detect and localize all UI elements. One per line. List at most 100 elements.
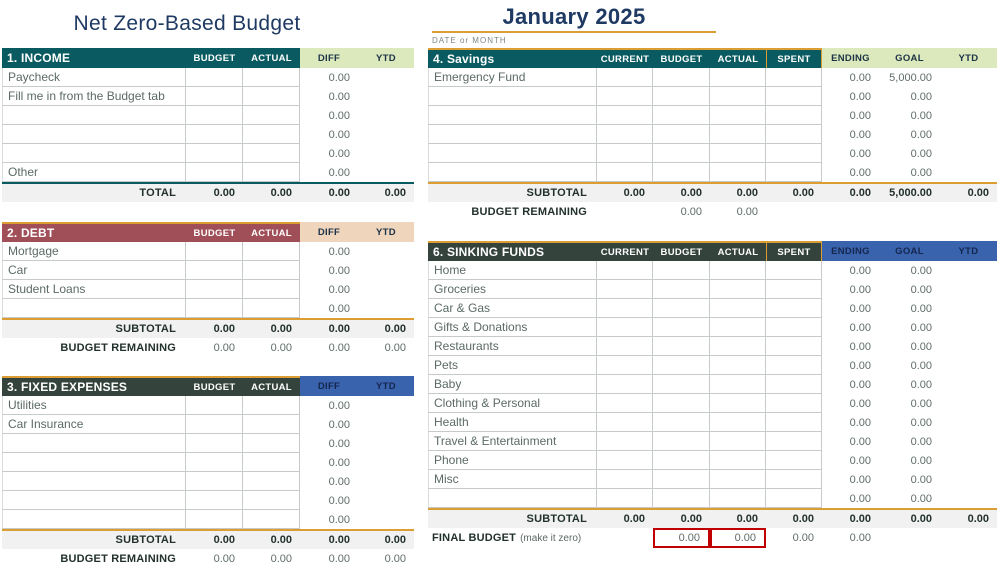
spent-cell[interactable]	[766, 337, 822, 356]
row-label-cell[interactable]	[2, 453, 186, 472]
row-label-cell[interactable]	[428, 106, 597, 125]
row-label-cell[interactable]: Mortgage	[2, 242, 186, 261]
budget-cell[interactable]	[186, 510, 243, 529]
final-budget-value[interactable]: 0.00	[653, 528, 710, 548]
current-cell[interactable]	[597, 413, 653, 432]
budget-cell[interactable]	[653, 280, 710, 299]
row-label-cell[interactable]: Car	[2, 261, 186, 280]
budget-cell[interactable]	[653, 144, 710, 163]
budget-cell[interactable]	[653, 318, 710, 337]
row-label-cell[interactable]: Restaurants	[428, 337, 597, 356]
actual-cell[interactable]	[710, 68, 766, 87]
spent-cell[interactable]	[766, 394, 822, 413]
row-label-cell[interactable]: Clothing & Personal	[428, 394, 597, 413]
spent-cell[interactable]	[766, 432, 822, 451]
budget-cell[interactable]	[186, 453, 243, 472]
budget-cell[interactable]	[186, 125, 243, 144]
actual-cell[interactable]	[710, 356, 766, 375]
actual-cell[interactable]	[710, 318, 766, 337]
actual-cell[interactable]	[243, 472, 300, 491]
current-cell[interactable]	[597, 337, 653, 356]
budget-cell[interactable]	[653, 413, 710, 432]
budget-cell[interactable]	[653, 125, 710, 144]
spent-cell[interactable]	[766, 375, 822, 394]
budget-cell[interactable]	[653, 106, 710, 125]
current-cell[interactable]	[597, 280, 653, 299]
row-label-cell[interactable]	[428, 163, 597, 182]
budget-cell[interactable]	[653, 261, 710, 280]
actual-cell[interactable]	[710, 394, 766, 413]
budget-cell[interactable]	[653, 451, 710, 470]
actual-cell[interactable]	[710, 337, 766, 356]
row-label-cell[interactable]	[2, 434, 186, 453]
actual-cell[interactable]	[710, 451, 766, 470]
actual-cell[interactable]	[243, 125, 300, 144]
spent-cell[interactable]	[766, 87, 822, 106]
actual-cell[interactable]	[243, 415, 300, 434]
budget-cell[interactable]	[653, 356, 710, 375]
row-label-cell[interactable]	[2, 125, 186, 144]
actual-cell[interactable]	[710, 87, 766, 106]
row-label-cell[interactable]	[2, 144, 186, 163]
budget-cell[interactable]	[186, 261, 243, 280]
actual-cell[interactable]	[243, 163, 300, 182]
budget-cell[interactable]	[653, 68, 710, 87]
row-label-cell[interactable]	[428, 125, 597, 144]
row-label-cell[interactable]: Paycheck	[2, 68, 186, 87]
budget-cell[interactable]	[186, 280, 243, 299]
budget-cell[interactable]	[653, 87, 710, 106]
spent-cell[interactable]	[766, 356, 822, 375]
row-label-cell[interactable]: Baby	[428, 375, 597, 394]
row-label-cell[interactable]: Car & Gas	[428, 299, 597, 318]
actual-cell[interactable]	[243, 299, 300, 318]
spent-cell[interactable]	[766, 125, 822, 144]
actual-cell[interactable]	[243, 280, 300, 299]
actual-cell[interactable]	[710, 261, 766, 280]
current-cell[interactable]	[597, 68, 653, 87]
current-cell[interactable]	[597, 261, 653, 280]
actual-cell[interactable]	[243, 434, 300, 453]
actual-cell[interactable]	[710, 432, 766, 451]
actual-cell[interactable]	[710, 413, 766, 432]
current-cell[interactable]	[597, 106, 653, 125]
budget-cell[interactable]	[186, 434, 243, 453]
current-cell[interactable]	[597, 144, 653, 163]
spent-cell[interactable]	[766, 106, 822, 125]
budget-cell[interactable]	[186, 68, 243, 87]
current-cell[interactable]	[597, 489, 653, 508]
row-label-cell[interactable]: Pets	[428, 356, 597, 375]
actual-cell[interactable]	[243, 106, 300, 125]
row-label-cell[interactable]	[2, 106, 186, 125]
row-label-cell[interactable]: Car Insurance	[2, 415, 186, 434]
budget-cell[interactable]	[186, 396, 243, 415]
budget-cell[interactable]	[186, 491, 243, 510]
spent-cell[interactable]	[766, 261, 822, 280]
current-cell[interactable]	[597, 356, 653, 375]
actual-cell[interactable]	[243, 87, 300, 106]
row-label-cell[interactable]	[2, 299, 186, 318]
actual-cell[interactable]	[710, 125, 766, 144]
spent-cell[interactable]	[766, 451, 822, 470]
row-label-cell[interactable]	[2, 491, 186, 510]
row-label-cell[interactable]: Health	[428, 413, 597, 432]
actual-cell[interactable]	[710, 163, 766, 182]
row-label-cell[interactable]	[428, 144, 597, 163]
row-label-cell[interactable]: Fill me in from the Budget tab	[2, 87, 186, 106]
actual-cell[interactable]	[243, 144, 300, 163]
actual-cell[interactable]	[243, 396, 300, 415]
budget-cell[interactable]	[653, 470, 710, 489]
row-label-cell[interactable]: Emergency Fund	[428, 68, 597, 87]
budget-cell[interactable]	[653, 394, 710, 413]
row-label-cell[interactable]	[2, 510, 186, 529]
budget-cell[interactable]	[186, 472, 243, 491]
current-cell[interactable]	[597, 451, 653, 470]
current-cell[interactable]	[597, 163, 653, 182]
row-label-cell[interactable]: Misc	[428, 470, 597, 489]
spent-cell[interactable]	[766, 144, 822, 163]
budget-cell[interactable]	[653, 375, 710, 394]
row-label-cell[interactable]: Groceries	[428, 280, 597, 299]
budget-cell[interactable]	[653, 163, 710, 182]
spent-cell[interactable]	[766, 489, 822, 508]
row-label-cell[interactable]: Gifts & Donations	[428, 318, 597, 337]
row-label-cell[interactable]: Home	[428, 261, 597, 280]
